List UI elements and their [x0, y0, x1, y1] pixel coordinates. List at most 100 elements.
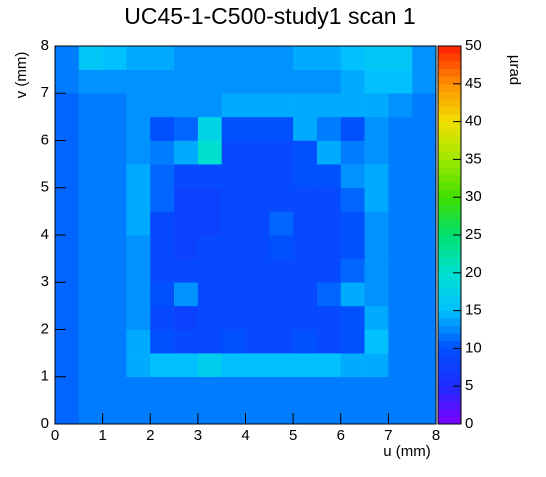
- heatmap-cell: [316, 69, 342, 94]
- colorbar-band: [438, 401, 461, 410]
- y-tick-label: 5: [41, 179, 49, 196]
- heatmap-cell: [245, 164, 270, 189]
- colorbar-band: [438, 272, 461, 281]
- heatmap-cell: [269, 116, 294, 141]
- heatmap-cell: [126, 69, 151, 94]
- heatmap-cell: [55, 376, 80, 401]
- colorbar-band: [438, 235, 461, 243]
- heatmap-cell: [340, 400, 365, 425]
- heatmap-cell: [340, 329, 365, 354]
- heatmap-cell: [126, 329, 151, 354]
- heatmap-cell: [245, 69, 270, 94]
- heatmap-cell: [340, 164, 365, 189]
- heatmap-cell: [55, 305, 80, 330]
- colorbar-band: [438, 174, 461, 183]
- heatmap-cell: [269, 329, 294, 354]
- colorbar-band: [438, 371, 461, 379]
- colorbar-band: [438, 151, 461, 160]
- heatmap-cell: [102, 329, 127, 354]
- y-tick-label: 7: [41, 84, 49, 101]
- heatmap-cell: [388, 282, 413, 307]
- heatmap-cell: [126, 305, 151, 330]
- colorbar-band: [438, 114, 461, 122]
- heatmap-cell: [293, 164, 318, 189]
- heatmap-cell: [293, 69, 318, 94]
- heatmap-cell: [269, 258, 294, 283]
- colorbar-band: [438, 68, 461, 77]
- heatmap-cell: [364, 140, 389, 165]
- y-axis-label: v (mm): [13, 52, 30, 99]
- colorbar-band: [438, 303, 461, 311]
- heatmap-cell: [316, 93, 342, 118]
- heatmap-cell: [174, 329, 199, 354]
- colorbar-band: [438, 416, 461, 425]
- heatmap-cell: [412, 400, 437, 425]
- heatmap-cell: [340, 69, 365, 94]
- heatmap-cell: [316, 376, 342, 401]
- colorbar-band: [438, 348, 461, 357]
- heatmap-cell: [245, 93, 270, 118]
- heatmap-cell: [102, 211, 127, 236]
- heatmap-cell: [364, 305, 389, 330]
- heatmap-cell: [102, 235, 127, 259]
- heatmap-cell: [388, 353, 413, 378]
- colorbar-band: [438, 408, 461, 417]
- heatmap-cell: [269, 282, 294, 307]
- heatmap-cell: [221, 235, 246, 259]
- heatmap-cell: [245, 211, 270, 236]
- heatmap-cell: [78, 69, 103, 94]
- heatmap-cell: [364, 235, 389, 259]
- heatmap-cell: [364, 329, 389, 354]
- heatmap-cell: [364, 116, 389, 141]
- heatmap-cell: [293, 116, 318, 141]
- heatmap-cell: [102, 116, 127, 141]
- colorbar-band: [438, 363, 461, 372]
- colorbar-band: [438, 83, 461, 92]
- heatmap-cell: [78, 353, 103, 378]
- colorbar-band: [438, 280, 461, 289]
- heatmap-cell: [316, 211, 342, 236]
- colorbar-band: [438, 182, 461, 190]
- heatmap-cell: [126, 235, 151, 259]
- colorbar-tick-label: 40: [465, 113, 482, 130]
- heatmap-cell: [55, 187, 80, 212]
- heatmap-cell: [245, 187, 270, 212]
- heatmap-cell: [102, 282, 127, 307]
- heatmap-cell: [340, 46, 365, 70]
- colorbar-band: [438, 197, 461, 206]
- heatmap-cell: [78, 235, 103, 259]
- colorbar-band: [438, 129, 461, 138]
- heatmap-cell: [150, 46, 175, 70]
- heatmap-cell: [340, 353, 365, 378]
- colorbar-tick-label: 5: [465, 377, 473, 394]
- heatmap-cell: [78, 258, 103, 283]
- heatmap-cell: [55, 258, 80, 283]
- heatmap-cell: [174, 93, 199, 118]
- heatmap-cell: [221, 282, 246, 307]
- heatmap-cell: [174, 211, 199, 236]
- heatmap-cell: [126, 187, 151, 212]
- x-tick-label: 0: [51, 427, 59, 444]
- heatmap-cell: [126, 93, 151, 118]
- colorbar-band: [438, 318, 461, 327]
- heatmap-cell: [364, 69, 389, 94]
- heatmap-cell: [245, 400, 270, 425]
- y-tick-label: 1: [41, 368, 49, 385]
- colorbar-tick-label: 45: [465, 75, 482, 92]
- heatmap-cell: [102, 376, 127, 401]
- colorbar-band: [438, 159, 461, 168]
- heatmap-cell: [102, 187, 127, 212]
- heatmap-cell: [78, 46, 103, 70]
- heatmap-cell: [364, 258, 389, 283]
- heatmap-cell: [412, 353, 437, 378]
- heatmap-cell: [102, 69, 127, 94]
- colorbar-band: [438, 212, 461, 221]
- heatmap-cell: [412, 305, 437, 330]
- heatmap-cell: [102, 305, 127, 330]
- heatmap-cell: [78, 116, 103, 141]
- heatmap-cell: [150, 376, 175, 401]
- heatmap-cell: [412, 164, 437, 189]
- heatmap-cell: [364, 211, 389, 236]
- heatmap-cell: [102, 140, 127, 165]
- heatmap-cell: [412, 46, 437, 70]
